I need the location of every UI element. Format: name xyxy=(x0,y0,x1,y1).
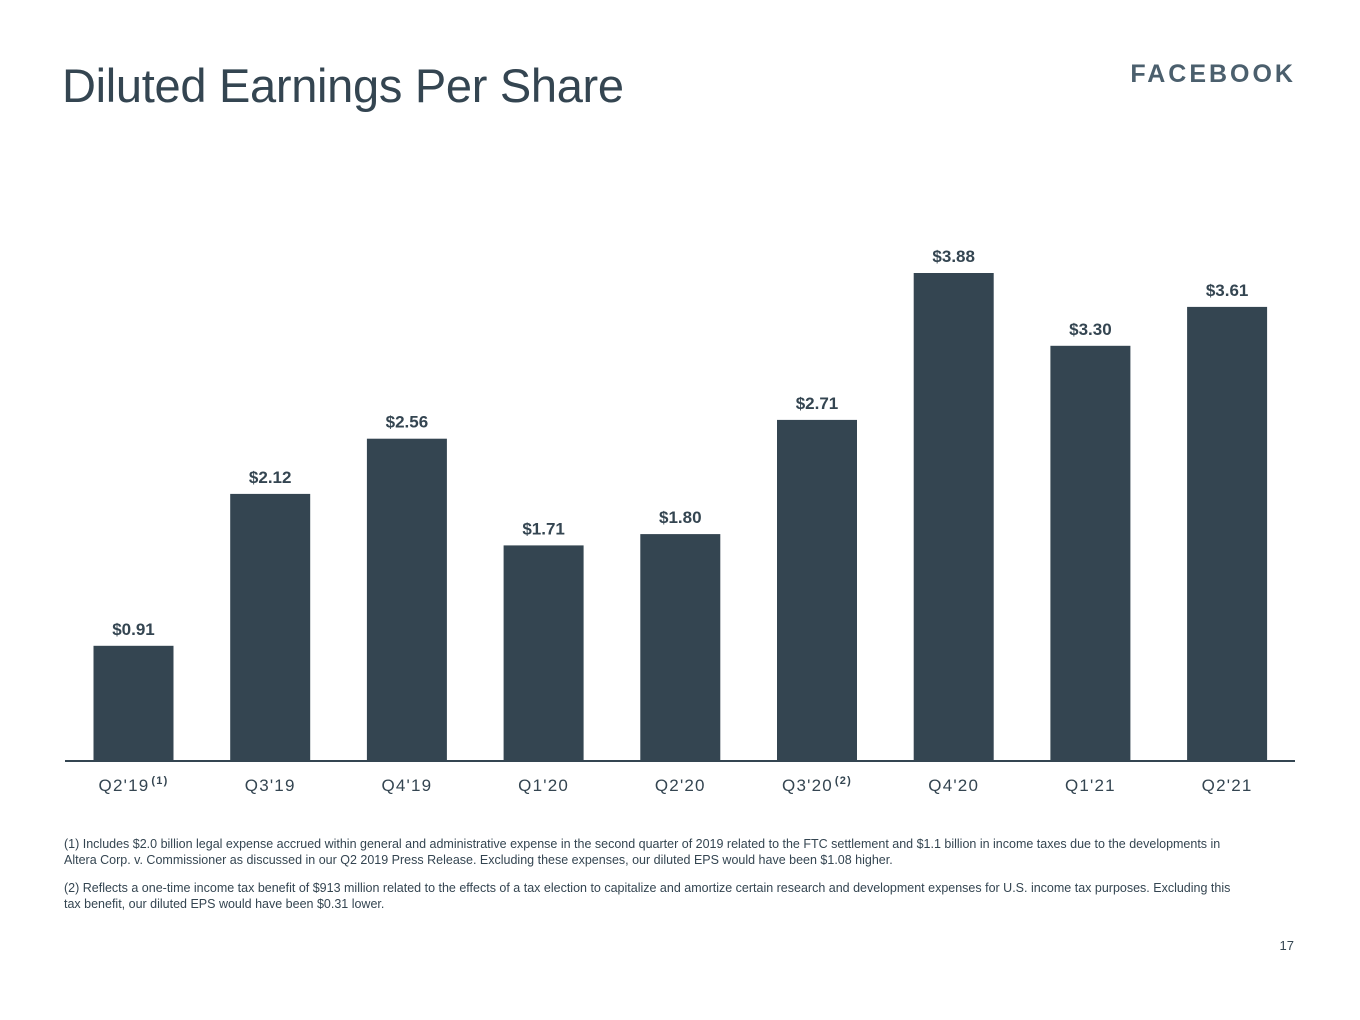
bar-q1-21 xyxy=(1050,345,1131,760)
bar-q3-20 xyxy=(777,419,857,760)
page-number: 17 xyxy=(1279,938,1294,953)
footnote-marker: (2) xyxy=(835,775,852,787)
x-tick-label: Q3'20 (2) xyxy=(782,775,852,795)
data-label: $0.91 xyxy=(112,620,155,639)
x-tick-label: Q1'20 xyxy=(518,776,569,795)
data-label: $2.71 xyxy=(796,394,839,413)
data-label: $2.12 xyxy=(249,468,292,487)
footnote-marker: (1) xyxy=(151,775,168,787)
bar-q2-19 xyxy=(93,645,174,760)
data-label: $3.88 xyxy=(932,247,975,266)
bar-q3-19 xyxy=(230,493,311,760)
bar-q2-20 xyxy=(640,534,721,760)
page-title: Diluted Earnings Per Share xyxy=(62,59,624,112)
bar-q2-21 xyxy=(1187,306,1268,760)
bar-q4-20 xyxy=(913,273,994,760)
footnotes: (1) Includes $2.0 billion legal expense … xyxy=(64,836,1244,924)
x-tick-label: Q4'20 xyxy=(928,776,979,795)
footnote-2: (2) Reflects a one-time income tax benef… xyxy=(64,881,1231,911)
data-label: $3.30 xyxy=(1069,320,1112,339)
eps-bar-chart: $0.91 Q2'19 (1) $2.12 Q3'19 $2.56 Q4'19 $1.71 Q1… xyxy=(65,247,1295,795)
data-label: $1.71 xyxy=(522,519,565,538)
x-tick-label: Q2'20 xyxy=(655,776,706,795)
labels-layer: $0.91 Q2'19 (1) $2.12 Q3'19 $2.56 Q4'19 $1.71 Q1… xyxy=(99,247,1253,795)
footnote-1: (1) Includes $2.0 billion legal expense … xyxy=(64,837,1221,867)
x-tick-label: Q1'21 xyxy=(1065,776,1116,795)
data-label: $1.80 xyxy=(659,508,702,527)
bars-layer xyxy=(93,273,1268,760)
x-tick-label: Q2'21 xyxy=(1202,776,1253,795)
data-label: $2.56 xyxy=(386,413,429,432)
x-tick-label: Q4'19 xyxy=(381,776,432,795)
data-label: $3.61 xyxy=(1206,281,1249,300)
bar-q4-19 xyxy=(366,438,447,760)
facebook-logo: FACEBOOK xyxy=(1130,60,1296,88)
x-tick-label: Q2'19 (1) xyxy=(99,775,169,795)
x-tick-label: Q3'19 xyxy=(245,776,296,795)
bar-q1-20 xyxy=(503,545,584,760)
